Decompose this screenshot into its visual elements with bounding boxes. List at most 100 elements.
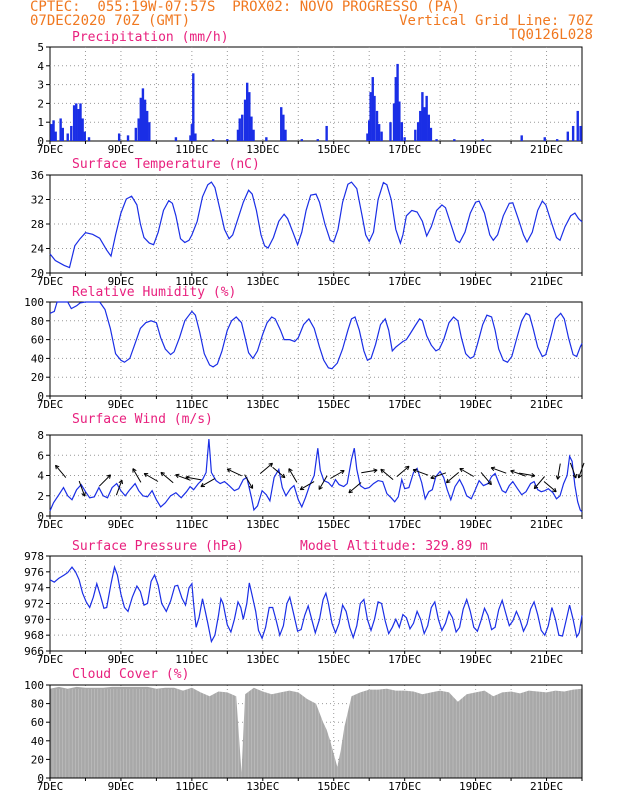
precip-bar xyxy=(148,122,151,141)
cloud-xtick-label: 11DEC xyxy=(175,780,208,793)
rh-series-line xyxy=(49,301,583,370)
precip-bar xyxy=(50,124,53,141)
precip-bar xyxy=(137,118,140,141)
cloud-xtick-label: 17DEC xyxy=(388,780,421,793)
precip-bar xyxy=(579,125,582,141)
precip-xtick-label: 11DEC xyxy=(175,143,208,156)
precip-bar xyxy=(400,122,404,141)
precip-bar xyxy=(429,127,433,141)
wind-xtick-label: 9DEC xyxy=(108,518,135,531)
wind-arrow xyxy=(533,476,545,490)
precip-ytick-label: 3 xyxy=(37,79,44,92)
wind-arrow xyxy=(480,472,492,486)
temp-title: Surface Temperature (nC) xyxy=(72,157,260,172)
pres-xtick-label: 13DEC xyxy=(246,653,279,666)
pres-ytick-label: 970 xyxy=(24,613,44,626)
pres-ytick-label: 972 xyxy=(24,598,44,611)
cloud-cover-area xyxy=(50,686,582,778)
wind-arrow xyxy=(288,468,298,483)
precip-bar xyxy=(61,127,64,141)
rh-xtick-label: 19DEC xyxy=(459,398,492,411)
precip-bar xyxy=(377,124,381,141)
header-station-line: CPTEC: 055:19W-07:57S PROX02: NOVO PROGR… xyxy=(30,0,460,15)
wind-title: Surface Wind (m/s) xyxy=(72,412,213,427)
cloud-xtick-label: 21DEC xyxy=(530,780,563,793)
wind-arrow xyxy=(185,475,202,481)
precip-bar xyxy=(325,125,328,141)
rh-ytick-label: 0 xyxy=(37,390,44,403)
precip-bar xyxy=(368,120,371,141)
precip-xtick-label: 15DEC xyxy=(317,143,350,156)
wind-panel: Surface Wind (m/s) 0 2 4 6 8 7DEC 9DEC 11DEC 13DE… xyxy=(37,412,585,531)
precip-bar xyxy=(421,92,424,141)
precip-bar xyxy=(300,139,304,141)
precip-bar xyxy=(189,135,192,141)
wind-arrow xyxy=(318,475,328,490)
precip-bar xyxy=(416,122,420,141)
wind-arrow xyxy=(226,468,242,477)
precip-bar xyxy=(520,135,523,141)
wind-xtick-label: 17DEC xyxy=(388,518,421,531)
precip-bar xyxy=(373,95,376,141)
precip-bar xyxy=(555,139,559,141)
temp-series-line xyxy=(49,181,583,269)
pres-ytick-label: 978 xyxy=(24,550,44,563)
temp-xtick-label: 7DEC xyxy=(37,275,64,288)
precip-bar xyxy=(392,103,396,141)
temp-ytick-label: 24 xyxy=(31,243,45,256)
precip-bar xyxy=(481,139,484,141)
pres-xtick-label: 17DEC xyxy=(388,653,421,666)
wind-ytick-label: 0 xyxy=(37,510,44,523)
rh-ytick-label: 20 xyxy=(31,371,44,384)
wind-arrow xyxy=(510,469,526,477)
cloud-ytick-label: 80 xyxy=(31,698,44,711)
temp-xtick-label: 11DEC xyxy=(175,275,208,288)
cloud-title: Cloud Cover (%) xyxy=(72,667,189,682)
cloud-panel: Cloud Cover (%) 0 20 40 60 80 100 7DEC 9DEC 11DEC… xyxy=(24,667,583,793)
wind-ytick-label: 2 xyxy=(37,490,44,503)
precip-xtick-label: 17DEC xyxy=(388,143,421,156)
precip-bar xyxy=(265,137,268,141)
header-date-line: 07DEC2020 70Z (GMT) xyxy=(30,13,191,29)
pres-xtick-label: 9DEC xyxy=(108,653,135,666)
header-model-code: TQ0126L028 xyxy=(508,27,593,43)
wind-arrow xyxy=(272,466,286,479)
pres-panel: Surface Pressure (hPa) Model Altitude: 32… xyxy=(24,539,583,666)
precip-bar xyxy=(81,118,84,141)
precip-bar xyxy=(126,135,130,141)
precip-bar xyxy=(145,110,149,141)
temp-xtick-label: 21DEC xyxy=(530,275,563,288)
precip-bar xyxy=(371,77,374,141)
wind-arrow xyxy=(445,472,460,484)
precip-xtick-label: 21DEC xyxy=(530,143,563,156)
wind-xtick-label: 13DEC xyxy=(246,518,279,531)
precip-bar xyxy=(54,131,57,141)
wind-arrow xyxy=(160,471,174,484)
cloud-xtick-label: 9DEC xyxy=(108,780,135,793)
precip-bar xyxy=(394,77,397,141)
rh-xtick-label: 9DEC xyxy=(108,398,135,411)
temp-xtick-label: 13DEC xyxy=(246,275,279,288)
wind-series-line xyxy=(49,439,583,513)
precip-bar xyxy=(414,129,417,141)
precip-bar xyxy=(66,133,69,141)
wind-arrow xyxy=(396,465,410,477)
temp-ytick-label: 20 xyxy=(31,267,44,280)
wind-arrow xyxy=(543,481,557,493)
precip-bar xyxy=(250,116,253,141)
wind-arrow xyxy=(361,468,378,474)
precip-xtick-label: 13DEC xyxy=(246,143,279,156)
rh-xtick-label: 7DEC xyxy=(37,398,64,411)
precip-bar xyxy=(284,129,287,141)
pres-ytick-label: 966 xyxy=(24,645,44,658)
wind-xtick-label: 19DEC xyxy=(459,518,492,531)
precip-bar xyxy=(211,139,215,141)
pres-title: Surface Pressure (hPa) xyxy=(72,539,244,554)
precip-bar xyxy=(241,114,244,141)
precip-bar xyxy=(194,133,197,141)
precip-bar xyxy=(571,125,575,141)
pres-xtick-label: 7DEC xyxy=(37,653,64,666)
cloud-ytick-label: 100 xyxy=(24,679,44,692)
wind-arrow xyxy=(115,479,123,496)
